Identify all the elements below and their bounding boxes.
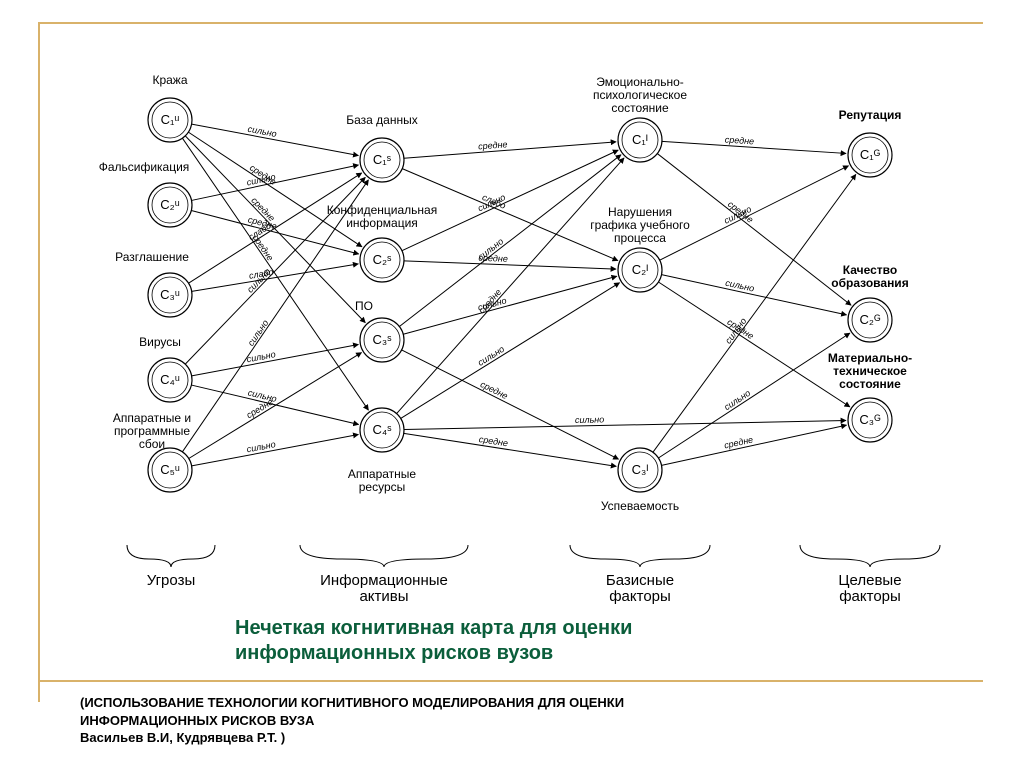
node-id-label: C₁ᵘ [161,112,180,127]
node-title: сбои [139,437,165,451]
edge [401,283,620,419]
edge-label: средне [478,434,509,448]
edge [191,385,358,424]
node-title: Нарушения [608,205,672,219]
edge [658,333,849,458]
edge [404,420,846,429]
column-brace [570,545,710,567]
edge-label: сильно [246,318,271,348]
node-title: Фальсификация [99,160,190,174]
edge-label: сильно [247,124,278,139]
node-id-label: C₂ᵘ [160,197,179,212]
node-title: образования [831,276,908,290]
edge-label: сильно [246,439,277,454]
node-id-label: C₃ᵘ [160,287,180,302]
node-id-label: C₁ᴳ [860,147,881,162]
node-title: графика учебного [590,218,690,232]
node-title: Конфиденциальная [327,203,437,217]
node-title: процесса [614,231,666,245]
edge [404,261,616,269]
node-title: Вирусы [139,335,181,349]
column-label: факторы [609,588,671,605]
citation-line-1: (ИСПОЛЬЗОВАНИЕ ТЕХНОЛОГИИ КОГНИТИВНОГО М… [80,695,624,710]
edge-label: средне [478,139,508,151]
citation-line-2: ИНФОРМАЦИОННЫХ РИСКОВ ВУЗА [80,713,314,728]
edge [192,264,359,292]
node-title: База данных [346,113,417,127]
node-title: техническое [833,364,907,378]
edge [192,344,359,375]
node-id-label: C₃ˢ [372,332,392,347]
edge [658,282,849,407]
edge-label: сильно [575,414,604,425]
node-title: Материально- [828,351,912,365]
node-id-label: C₁ᴵ [632,132,648,147]
node-id-label: C₂ᴳ [860,312,881,327]
edge [661,425,846,465]
node-id-label: C₁ˢ [373,152,392,167]
node-title: Кража [152,73,187,87]
node-id-label: C₂ᴵ [632,262,649,277]
column-label: Базисные [606,572,674,589]
node-title: психологическое [593,88,687,102]
node-id-label: C₄ᵘ [160,372,180,387]
edge-label: сильно [246,349,277,364]
edge [192,434,359,465]
node-title: программные [114,424,190,438]
node-title: состояние [839,377,901,391]
edge [404,433,617,466]
column-label: Целевые [838,572,901,589]
node-id-label: C₃ᴵ [632,462,649,477]
node-title: Репутация [839,108,902,122]
edge-label: средне [479,379,510,401]
edge [397,158,624,414]
node-id-label: C₃ᴳ [859,412,881,427]
node-title: Аппаратные [348,467,417,481]
edge [662,141,846,153]
edge [402,350,619,459]
node-title: ПО [355,299,373,313]
node-id-label: C₅ᵘ [160,462,180,477]
node-title: ресурсы [359,480,406,494]
column-brace [127,545,215,567]
edge [661,275,846,315]
diagram-title: Нечеткая когнитивная карта для оценки ин… [235,616,795,666]
column-label: активы [359,588,408,605]
edge [399,155,621,327]
node-title: Аппаратные и [113,411,191,425]
column-brace [300,545,468,567]
edge [660,166,849,260]
edge [404,142,616,158]
node-title: состояние [611,101,669,115]
edge [403,276,617,334]
node-id-label: C₂ˢ [373,252,392,267]
column-brace [800,545,940,567]
column-label: факторы [839,588,901,605]
edge-label: средне [725,135,755,147]
column-label: Угрозы [147,572,196,589]
node-title: Успеваемость [601,499,679,513]
citation-text: (ИСПОЛЬЗОВАНИЕ ТЕХНОЛОГИИ КОГНИТИВНОГО М… [80,694,780,747]
node-title: информация [346,216,418,230]
node-title: Разглашение [115,250,189,264]
node-id-label: C₄ˢ [372,422,392,437]
node-title: Качество [843,263,897,277]
column-label: Информационные [320,572,448,589]
node-title: Эмоционально- [596,75,684,89]
edge [192,165,359,200]
citation-line-3: Васильев В.И, Кудрявцева Р.Т. ) [80,730,285,745]
